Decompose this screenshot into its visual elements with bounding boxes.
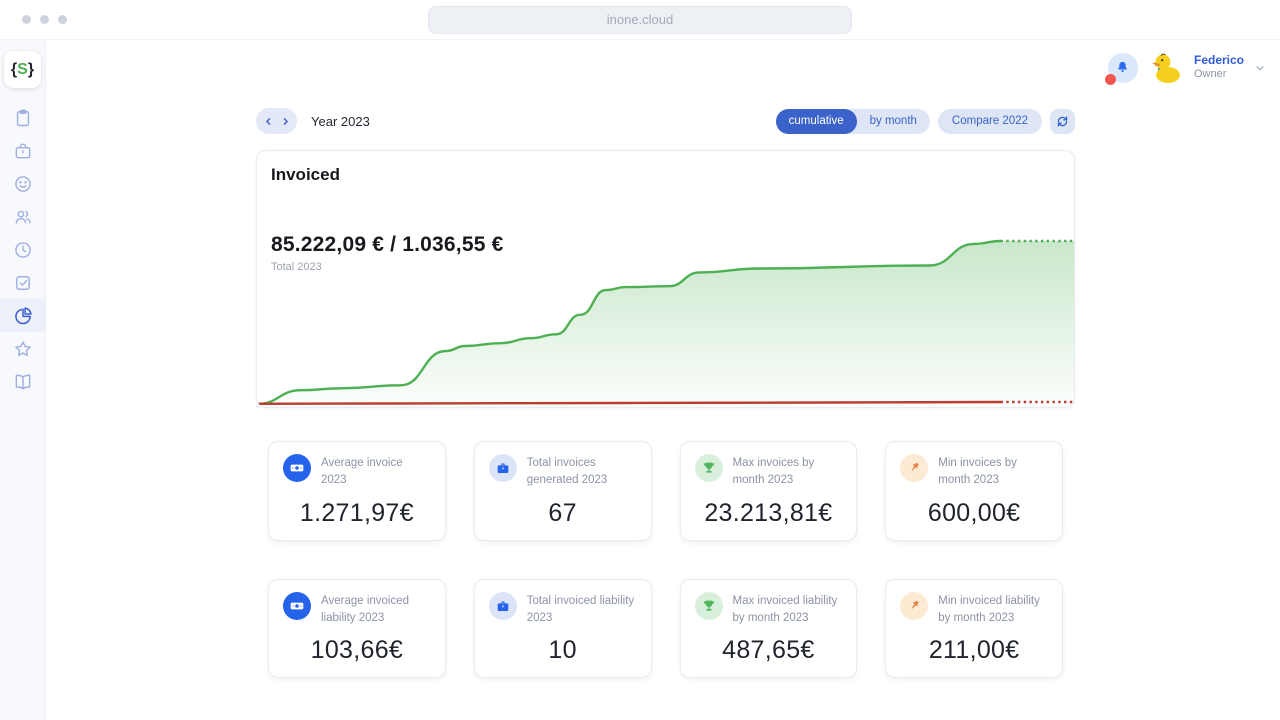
stat-value: 103,66€ bbox=[310, 636, 404, 664]
stat-label: Total invoiced liability 2023 bbox=[526, 594, 635, 624]
window-controls[interactable] bbox=[22, 15, 67, 24]
next-year-button[interactable] bbox=[277, 114, 294, 129]
chevron-right-icon bbox=[283, 117, 288, 125]
banknote-icon bbox=[283, 591, 311, 620]
user-menu[interactable]: Federico Owner bbox=[1194, 53, 1244, 82]
address-bar[interactable]: inone.cloud bbox=[428, 5, 852, 34]
stat-value: 600,00€ bbox=[927, 498, 1021, 527]
stat-value: 67 bbox=[548, 498, 577, 527]
notification-badge bbox=[1104, 73, 1116, 85]
prev-year-button[interactable] bbox=[260, 114, 277, 129]
stat-label: Total invoices generated 2023 bbox=[526, 457, 608, 487]
stat-card-max-invoices: Max invoices by month 2023 23.213,81€ bbox=[679, 441, 858, 541]
chart-area-fill bbox=[257, 241, 1074, 407]
sidebar-item-reports[interactable] bbox=[0, 299, 45, 332]
avatar-duck[interactable] bbox=[1148, 50, 1184, 86]
logo-text: } bbox=[27, 60, 35, 78]
app-logo[interactable]: {S} bbox=[4, 51, 41, 88]
smiley-icon bbox=[14, 175, 31, 192]
notifications-button[interactable] bbox=[1104, 52, 1138, 85]
user-name: Federico bbox=[1193, 53, 1244, 68]
compare-2022-button[interactable]: Compare 2022 bbox=[937, 108, 1042, 134]
briefcase-icon bbox=[15, 143, 30, 158]
window-dot[interactable] bbox=[40, 15, 49, 24]
refresh-icon bbox=[1057, 115, 1068, 127]
stat-label: Min invoiced liability by month 2023 bbox=[938, 594, 1040, 624]
chevron-down-icon bbox=[1256, 65, 1264, 70]
star-icon bbox=[14, 340, 31, 356]
view-mode-toggle: cumulative by month bbox=[775, 108, 930, 134]
chevron-left-icon bbox=[265, 117, 270, 125]
bell-icon bbox=[1118, 61, 1128, 73]
stat-label: Max invoices by month 2023 bbox=[732, 457, 815, 487]
window-dot[interactable] bbox=[22, 15, 31, 24]
address-bar-url: inone.cloud bbox=[606, 12, 674, 27]
year-label: Year 2023 bbox=[311, 113, 370, 129]
sidebar-nav bbox=[0, 101, 45, 398]
stat-card-average-liability: Average invoiced liability 2023 103,66€ bbox=[268, 578, 446, 678]
trophy-icon bbox=[694, 591, 723, 620]
clipboard-icon bbox=[16, 109, 29, 126]
refresh-button[interactable] bbox=[1050, 108, 1075, 134]
invoiced-area-chart bbox=[257, 239, 1074, 407]
trophy-icon bbox=[694, 454, 723, 482]
stat-card-average-invoice: Average invoice 2023 1.271,97€ bbox=[268, 441, 446, 541]
chart-total-value: 85.222,09 € / 1.036,55 € bbox=[271, 233, 504, 256]
stat-label: Max invoiced liability by month 2023 bbox=[732, 594, 838, 624]
briefcase-icon bbox=[488, 591, 517, 620]
window-dot[interactable] bbox=[58, 15, 67, 24]
chart-title: Invoiced bbox=[271, 165, 340, 184]
chart-line-solid bbox=[257, 400, 1002, 405]
stat-card-total-invoices: Total invoices generated 2023 67 bbox=[473, 441, 652, 541]
stat-card-min-invoices: Min invoices by month 2023 600,00€ bbox=[885, 441, 1063, 541]
clock-icon bbox=[14, 241, 31, 258]
stat-value: 10 bbox=[548, 636, 577, 664]
stat-label: Average invoiced liability 2023 bbox=[321, 594, 410, 624]
stat-value: 211,00€ bbox=[928, 636, 1020, 664]
sidebar-item-tasks[interactable] bbox=[0, 266, 45, 299]
user-menu-chevron[interactable] bbox=[1254, 62, 1266, 74]
sidebar: {S} bbox=[0, 40, 46, 720]
users-icon bbox=[15, 210, 31, 224]
pushpin-icon bbox=[900, 454, 929, 482]
banknote-icon bbox=[283, 454, 311, 482]
sidebar-item-docs[interactable] bbox=[0, 365, 45, 398]
stat-label: Min invoices by month 2023 bbox=[938, 457, 1017, 487]
sidebar-item-time[interactable] bbox=[0, 233, 45, 266]
report-content: Year 2023 cumulative by month Compare 20… bbox=[256, 108, 1075, 678]
sidebar-item-business[interactable] bbox=[0, 134, 45, 167]
logo-text: { bbox=[10, 60, 18, 78]
chart-line-solid bbox=[257, 239, 1002, 406]
pushpin-icon bbox=[900, 591, 929, 620]
sidebar-item-team[interactable] bbox=[0, 200, 45, 233]
tab-cumulative[interactable]: cumulative bbox=[775, 108, 857, 134]
app-header: Federico Owner bbox=[46, 40, 1280, 95]
stat-card-min-liability: Min invoiced liability by month 2023 211… bbox=[885, 578, 1063, 678]
stat-value: 487,65€ bbox=[722, 636, 815, 664]
user-role: Owner bbox=[1193, 68, 1227, 81]
task-check-icon bbox=[15, 275, 30, 290]
sidebar-item-clients[interactable] bbox=[0, 167, 45, 200]
toolbar: Year 2023 cumulative by month Compare 20… bbox=[256, 108, 1075, 134]
browser-chrome: inone.cloud bbox=[0, 0, 1280, 40]
chart-subtitle: Total 2023 bbox=[271, 261, 322, 273]
stat-card-max-liability: Max invoiced liability by month 2023 487… bbox=[679, 578, 858, 678]
stat-value: 1.271,97€ bbox=[299, 498, 414, 527]
invoiced-chart-card: Invoiced 85.222,09 € / 1.036,55 € Total … bbox=[256, 150, 1075, 408]
tab-by-month[interactable]: by month bbox=[869, 115, 917, 127]
stat-label: Average invoice 2023 bbox=[321, 457, 403, 487]
stat-value: 23.213,81€ bbox=[704, 498, 833, 527]
stat-card-total-liability: Total invoiced liability 2023 10 bbox=[473, 578, 652, 678]
stats-grid: Average invoice 2023 1.271,97€ Total inv… bbox=[268, 441, 1063, 678]
sidebar-item-documents[interactable] bbox=[0, 101, 45, 134]
pie-chart-icon bbox=[14, 306, 32, 324]
logo-text: S bbox=[17, 60, 28, 78]
book-icon bbox=[15, 374, 30, 389]
briefcase-icon bbox=[488, 454, 517, 482]
main-area: Federico Owner Year 2023 bbox=[46, 40, 1280, 720]
year-navigation bbox=[256, 108, 297, 134]
sidebar-item-favorites[interactable] bbox=[0, 332, 45, 365]
